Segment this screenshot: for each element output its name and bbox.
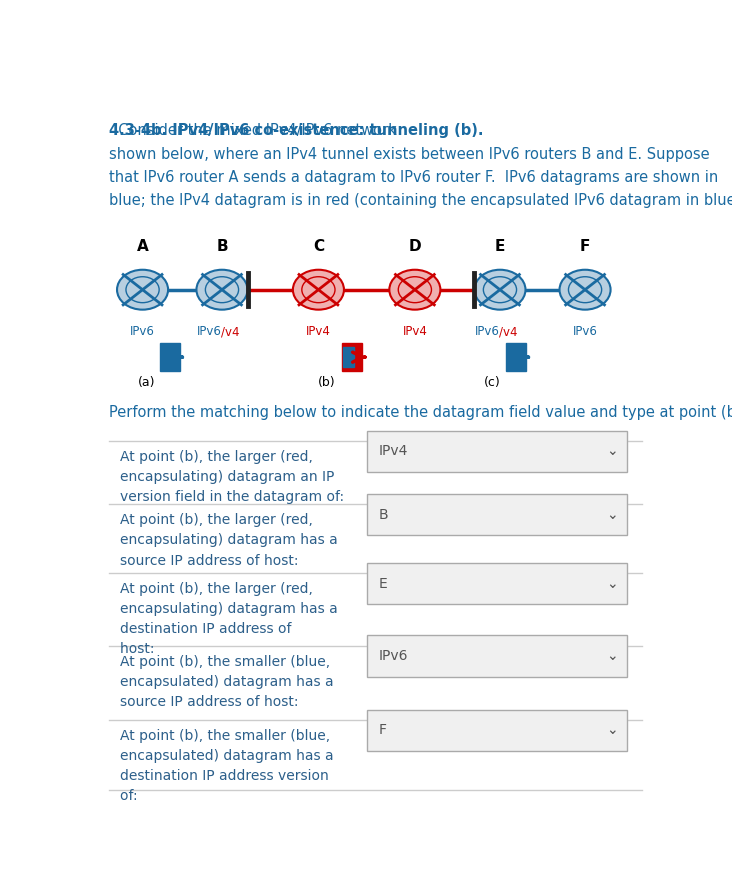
Text: IPv6: IPv6 [474,325,499,339]
Text: shown below, where an IPv4 tunnel exists between IPv6 routers B and E. Suppose: shown below, where an IPv4 tunnel exists… [108,147,709,162]
Text: (b): (b) [318,376,336,390]
Text: At point (b), the larger (red,
encapsulating) datagram an IP
version field in th: At point (b), the larger (red, encapsula… [120,450,344,504]
Text: B: B [378,508,388,522]
Text: E: E [378,577,387,591]
Text: (c): (c) [484,376,501,390]
Text: (a): (a) [138,376,155,390]
Text: IPv4: IPv4 [403,325,427,339]
Text: IPv6: IPv6 [196,325,221,339]
Text: blue; the IPv4 datagram is in red (containing the encapsulated IPv6 datagram in : blue; the IPv4 datagram is in red (conta… [108,193,732,208]
FancyBboxPatch shape [342,343,362,371]
Text: B: B [216,239,228,254]
Text: ⌄: ⌄ [607,577,618,591]
Text: IPv4: IPv4 [378,444,408,459]
Text: E: E [495,239,505,254]
Text: At point (b), the smaller (blue,
encapsulated) datagram has a
destination IP add: At point (b), the smaller (blue, encapsu… [120,729,334,803]
FancyBboxPatch shape [367,636,627,677]
FancyBboxPatch shape [343,347,354,367]
Text: that IPv6 router A sends a datagram to IPv6 router F.  IPv6 datagrams are shown : that IPv6 router A sends a datagram to I… [108,170,718,185]
FancyBboxPatch shape [367,431,627,472]
Ellipse shape [474,270,526,309]
Ellipse shape [196,270,247,309]
Ellipse shape [389,270,441,309]
Text: /v4: /v4 [499,325,518,339]
Text: F: F [378,723,386,738]
Text: A: A [137,239,149,254]
Text: C: C [313,239,324,254]
Text: Consider the mixed IPv4/IPv6 network: Consider the mixed IPv4/IPv6 network [108,123,396,138]
Text: ⌄: ⌄ [607,444,618,459]
Text: Perform the matching below to indicate the datagram field value and type at poin: Perform the matching below to indicate t… [108,405,732,419]
Text: IPv4: IPv4 [306,325,331,339]
Text: At point (b), the larger (red,
encapsulating) datagram has a
source IP address o: At point (b), the larger (red, encapsula… [120,513,337,568]
Text: D: D [408,239,421,254]
Ellipse shape [117,270,168,309]
Text: F: F [580,239,590,254]
Text: At point (b), the larger (red,
encapsulating) datagram has a
destination IP addr: At point (b), the larger (red, encapsula… [120,582,337,656]
Text: ⌄: ⌄ [607,649,618,663]
Text: /v4: /v4 [221,325,240,339]
Text: ⌄: ⌄ [607,508,618,522]
FancyBboxPatch shape [507,343,526,371]
Ellipse shape [293,270,344,309]
FancyBboxPatch shape [160,343,180,371]
Text: IPv6: IPv6 [130,325,155,339]
Ellipse shape [559,270,610,309]
FancyBboxPatch shape [367,710,627,751]
Text: IPv6: IPv6 [378,649,408,663]
FancyBboxPatch shape [367,494,627,536]
Text: 4.3-4b. IPv4/IPv6 co-existence: tunneling (b).: 4.3-4b. IPv4/IPv6 co-existence: tunnelin… [108,123,483,138]
Text: At point (b), the smaller (blue,
encapsulated) datagram has a
source IP address : At point (b), the smaller (blue, encapsu… [120,654,334,709]
Text: ⌄: ⌄ [607,723,618,738]
FancyBboxPatch shape [367,563,627,604]
Text: IPv6: IPv6 [572,325,597,339]
